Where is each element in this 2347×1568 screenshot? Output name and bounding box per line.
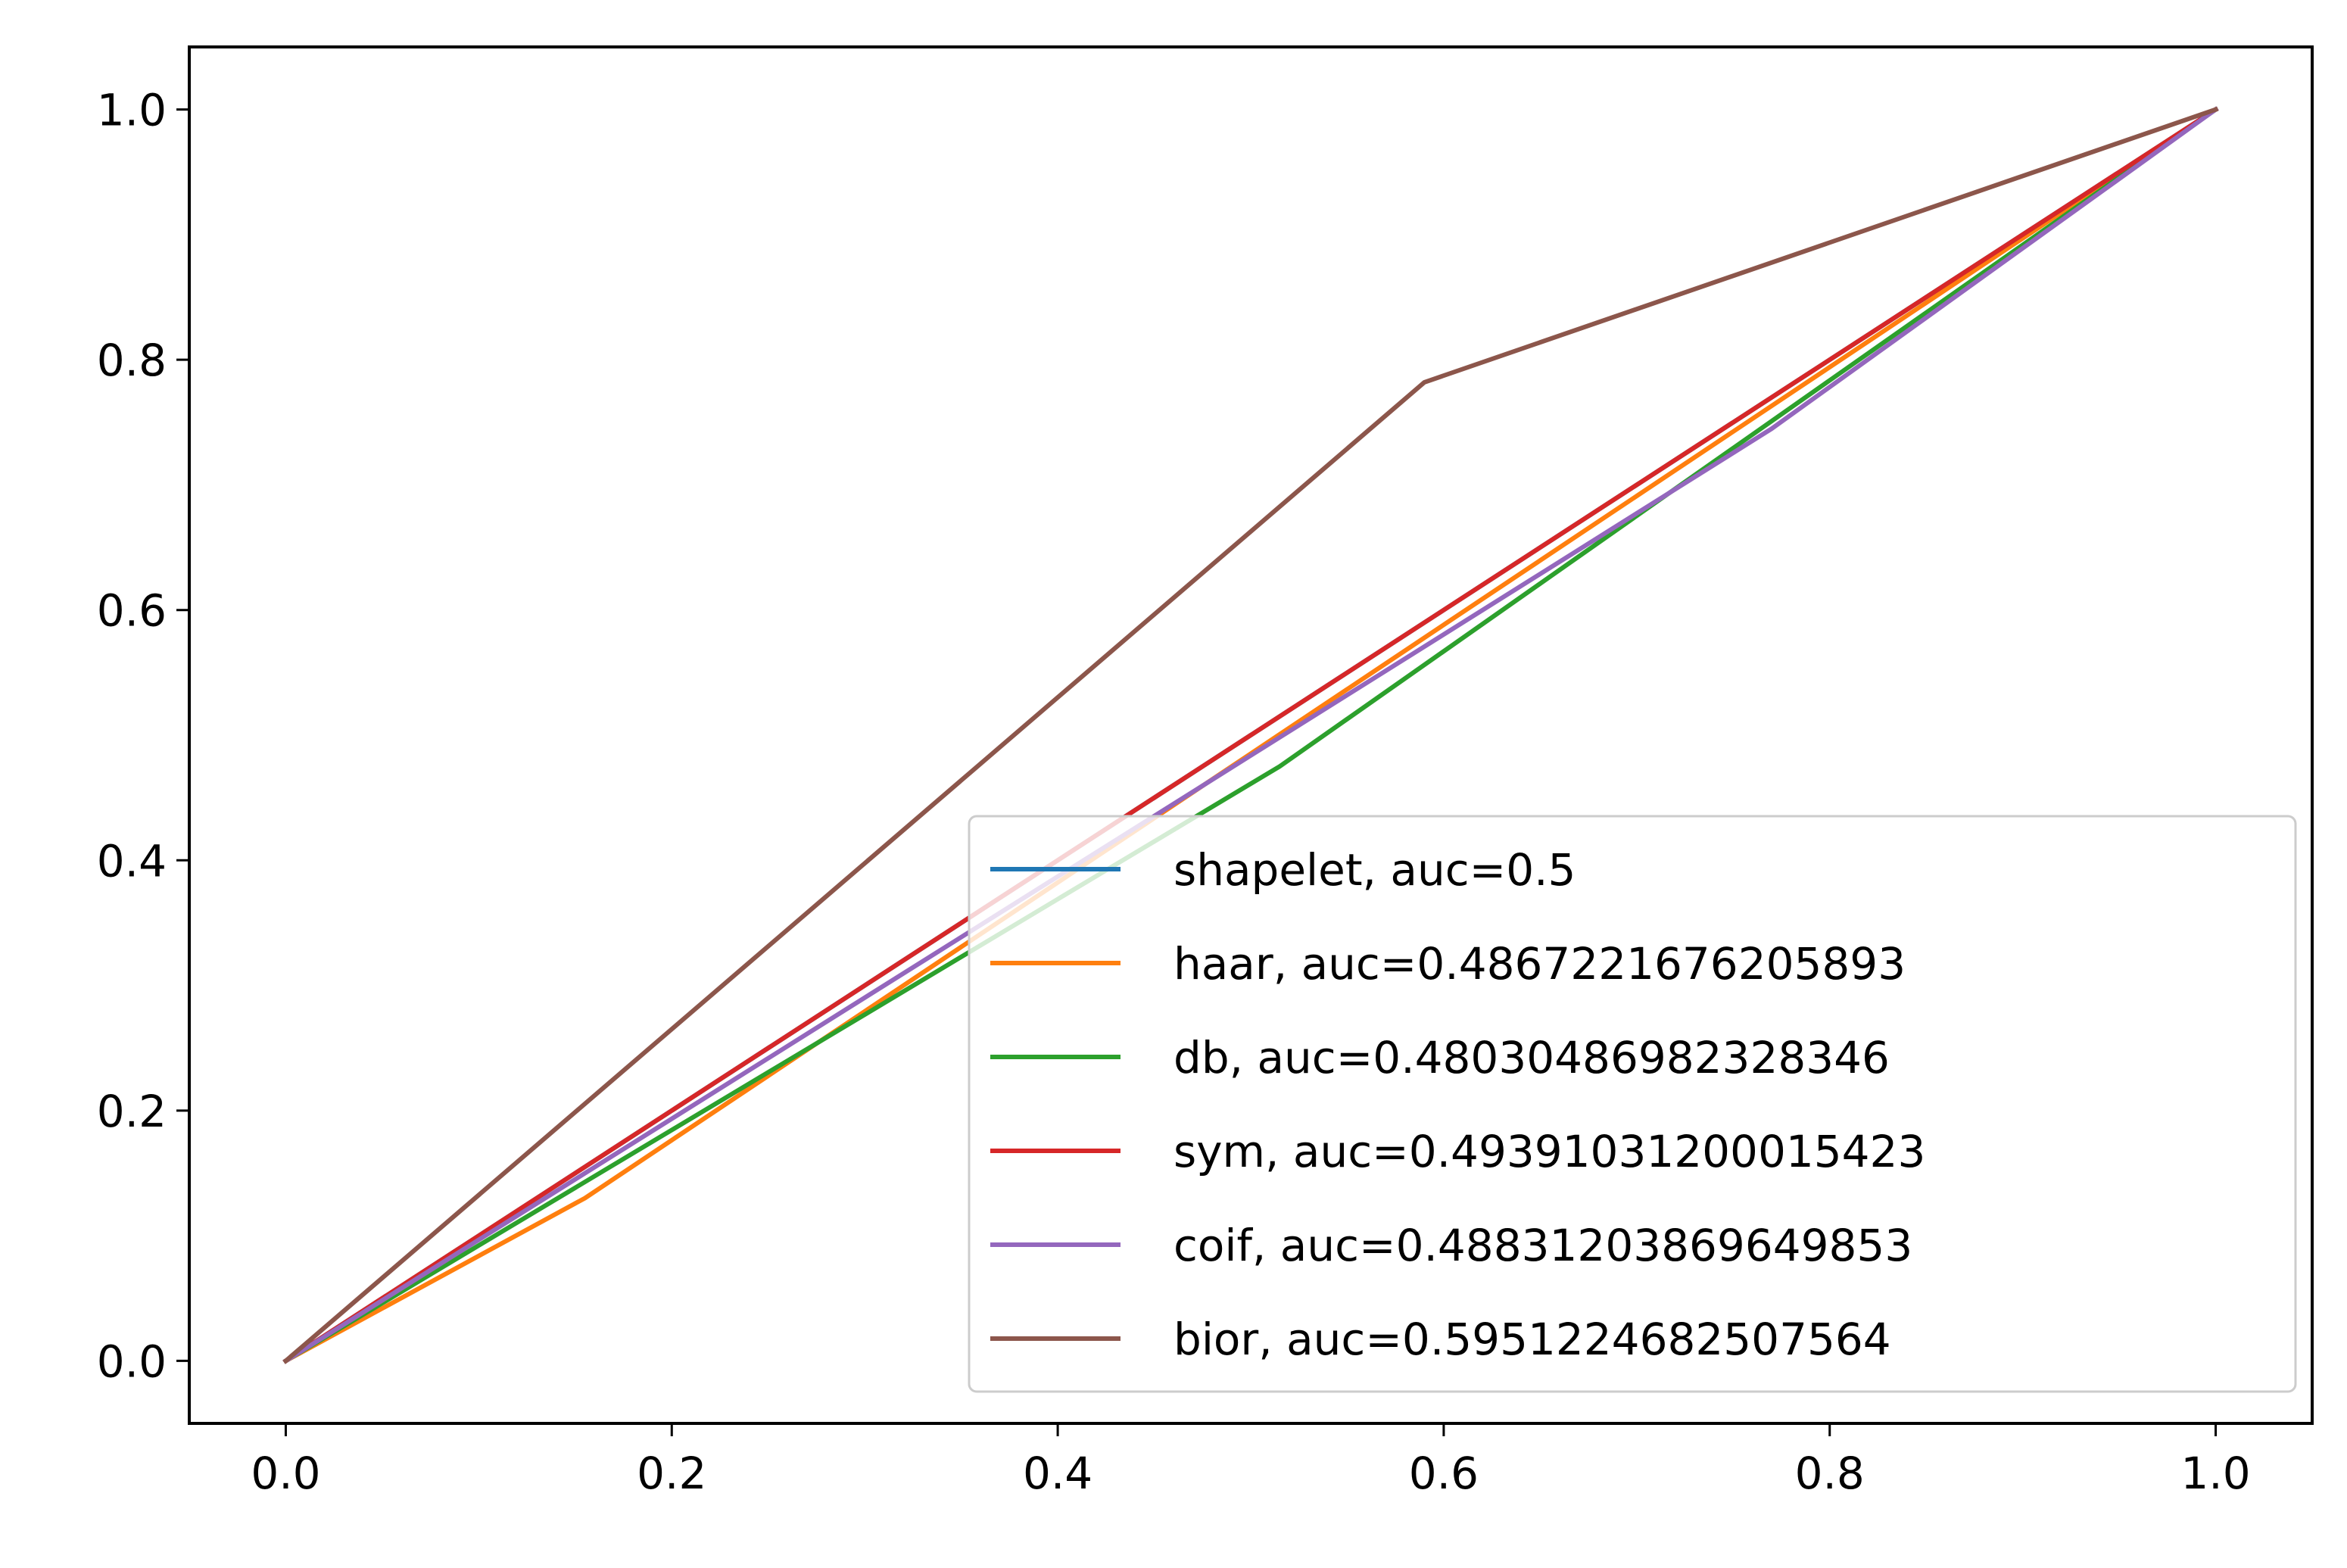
- series-lines: [282, 106, 2219, 1364]
- legend-label-2: db, auc=0.48030486982328346: [1174, 1032, 1890, 1083]
- series-line-5: [282, 106, 2219, 1364]
- y-axis: 0.0 0.2 0.4 0.6 0.8 1.0: [97, 85, 189, 1387]
- y-tick-label: 0.6: [97, 585, 167, 637]
- legend-label-3: sym, auc=0.49391031200015423: [1174, 1126, 1925, 1177]
- x-tick-label: 1.0: [2180, 1448, 2250, 1499]
- plot-frame: [188, 45, 2314, 1425]
- legend-box: [968, 815, 2297, 1393]
- x-tick-label: 0.4: [1023, 1448, 1092, 1499]
- x-tick-label: 0.6: [1409, 1448, 1479, 1499]
- y-tick-label: 0.4: [97, 835, 167, 887]
- series-line-2: [282, 106, 2219, 1364]
- x-axis: 0.0 0.2 0.4 0.6 0.8 1.0: [251, 1423, 2251, 1499]
- legend-label-1: haar, auc=0.4867221676205893: [1174, 938, 1906, 990]
- x-tick-label: 0.0: [251, 1448, 320, 1499]
- x-tick-label: 0.2: [637, 1448, 706, 1499]
- x-tick-label: 0.8: [1795, 1448, 1865, 1499]
- legend: shapelet, auc=0.5 haar, auc=0.48672216762…: [968, 815, 2297, 1393]
- series-line-3: [282, 106, 2219, 1364]
- legend-label-4: coif, auc=0.48831203869649853: [1174, 1220, 1912, 1271]
- series-line-1: [282, 106, 2219, 1364]
- y-tick-label: 0.8: [97, 335, 167, 386]
- y-tick-label: 0.0: [97, 1336, 167, 1387]
- y-tick-label: 1.0: [97, 85, 167, 136]
- legend-label-5: bior, auc=0.5951224682507564: [1174, 1314, 1891, 1365]
- series-line-4: [282, 106, 2219, 1364]
- legend-label-0: shapelet, auc=0.5: [1174, 844, 1576, 896]
- y-tick-label: 0.2: [97, 1086, 167, 1137]
